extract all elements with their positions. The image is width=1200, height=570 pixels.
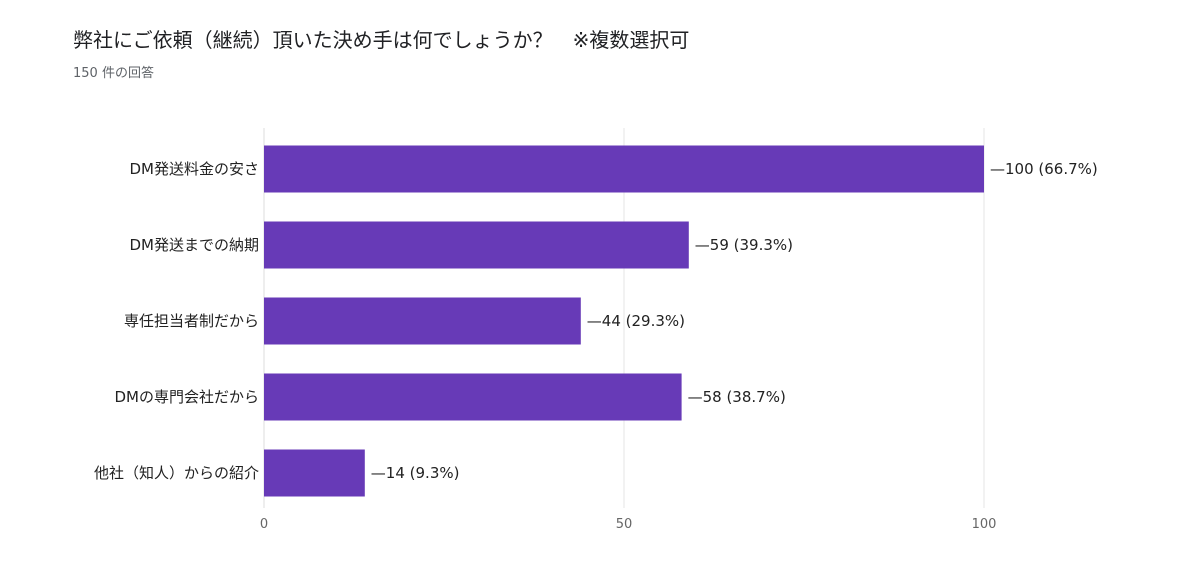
value-label: —100 (66.7%) — [990, 160, 1098, 178]
value-label: —14 (9.3%) — [371, 464, 460, 482]
category-label: DM発送までの納期 — [130, 236, 260, 254]
value-label: —58 (38.7%) — [688, 388, 786, 406]
category-label: 他社（知人）からの紹介 — [94, 464, 259, 482]
tick-layer: 0 50 100 — [260, 517, 997, 532]
bar-layer — [264, 145, 984, 497]
bar[interactable] — [264, 221, 689, 269]
category-label: DM発送料金の安さ — [130, 160, 260, 178]
value-label: —59 (39.3%) — [695, 236, 793, 254]
x-tick-label: 0 — [260, 517, 268, 532]
x-tick-label: 100 — [972, 517, 997, 532]
bar[interactable] — [264, 373, 682, 421]
bar[interactable] — [264, 297, 581, 345]
bar[interactable] — [264, 145, 984, 193]
bar[interactable] — [264, 449, 365, 497]
response-count: 150 件の回答 — [73, 66, 154, 81]
value-label: —44 (29.3%) — [587, 312, 685, 330]
x-tick-label: 50 — [616, 517, 633, 532]
category-label: 専任担当者制だから — [124, 312, 259, 330]
chart-title: 弊社にご依頼（継続）頂いた決め手は何でしょうか？ ※複数選択可 — [73, 28, 690, 52]
category-label: DMの専門会社だから — [115, 388, 260, 406]
label-layer: DM発送料金の安さ —100 (66.7%) DM発送までの納期 —59 (39.3%… — [94, 160, 1098, 482]
